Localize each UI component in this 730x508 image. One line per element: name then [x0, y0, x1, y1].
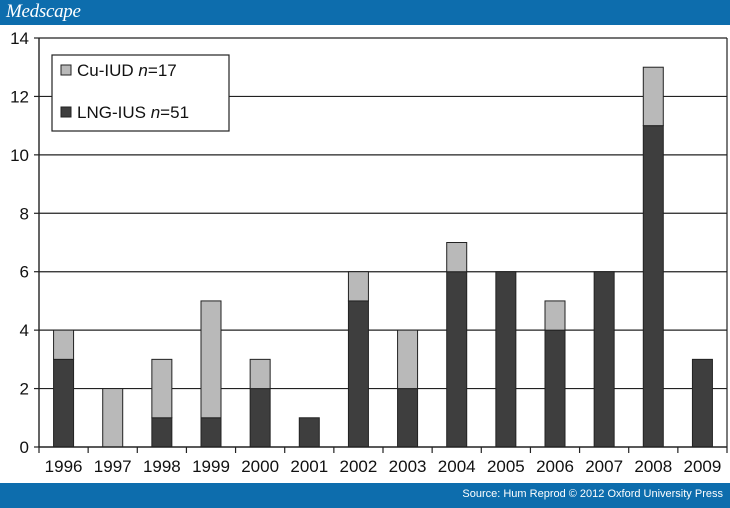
bar-segment — [642, 66, 664, 127]
axes — [34, 37, 728, 453]
legend-series-count: 17 — [158, 61, 177, 80]
y-tick-label: 4 — [20, 321, 29, 340]
y-tick-label: 6 — [20, 263, 29, 282]
legend-series-count: 51 — [170, 103, 189, 122]
legend-series-name: Cu-IUD — [77, 61, 134, 80]
bar-segment — [495, 271, 517, 448]
legend-label-lng-ius: LNG-IUS n=51 — [77, 103, 189, 122]
bar-segment — [397, 329, 419, 390]
legend-box — [51, 54, 230, 132]
header-bar: Medscape — [0, 0, 730, 25]
x-tick-label: 2000 — [241, 457, 279, 476]
bar-segment — [249, 388, 271, 448]
stacked-bar-chart: 0 2 4 6 8 10 12 14 1996 1997 1998 1999 2000 2001 2002… — [10, 29, 728, 476]
brand-logo: Medscape — [6, 1, 81, 22]
bar-segment — [200, 300, 222, 419]
legend-swatch-lng-ius — [60, 106, 72, 118]
bar-segment — [53, 358, 75, 448]
bars — [53, 66, 713, 448]
x-tick-label: 2001 — [290, 457, 328, 476]
bar-segment — [446, 271, 468, 448]
x-tick-label: 2003 — [389, 457, 427, 476]
x-tick-labels: 1996 1997 1998 1999 2000 2001 2002 2003 2004 2005… — [45, 457, 722, 476]
bar-segment — [446, 242, 468, 273]
legend-swatch-cu-iud — [60, 64, 72, 76]
footer-bar: Source: Hum Reprod © 2012 Oxford Univers… — [0, 483, 730, 508]
bar-segment — [593, 271, 615, 448]
x-tick-label: 2002 — [340, 457, 378, 476]
x-tick-label: 2005 — [487, 457, 525, 476]
y-tick-labels: 0 2 4 6 8 10 12 14 — [10, 29, 29, 457]
x-tick-label: 1999 — [192, 457, 230, 476]
legend-series-name: LNG-IUS — [77, 103, 146, 122]
source-caption: Source: Hum Reprod © 2012 Oxford Univers… — [462, 488, 723, 500]
x-tick-label: 2008 — [634, 457, 672, 476]
bar-segment — [347, 300, 369, 448]
bar-segment — [53, 329, 75, 360]
y-tick-label: 10 — [10, 146, 29, 165]
bar-segment — [249, 358, 271, 390]
bar-segment — [200, 417, 222, 448]
legend-label-cu-iud: Cu-IUD n=17 — [77, 61, 177, 80]
y-tick-label: 12 — [10, 87, 29, 106]
x-tick-label: 1998 — [143, 457, 181, 476]
x-tick-label: 1996 — [45, 457, 83, 476]
bar-segment — [397, 388, 419, 448]
bar-segment — [544, 329, 566, 448]
legend: Cu-IUD n=17 LNG-IUS n=51 — [51, 54, 230, 132]
y-tick-label: 2 — [20, 380, 29, 399]
bar-segment — [102, 388, 124, 448]
x-tick-label: 2006 — [536, 457, 574, 476]
y-tick-label: 14 — [10, 29, 29, 48]
y-tick-label: 0 — [20, 438, 29, 457]
x-tick-label: 1997 — [94, 457, 132, 476]
bar-segment — [347, 271, 369, 302]
bar-segment — [151, 358, 173, 419]
bar-segment — [544, 300, 566, 331]
bar-segment — [298, 417, 320, 448]
x-tick-label: 2009 — [684, 457, 722, 476]
bar-segment — [151, 417, 173, 448]
bar-segment — [691, 358, 713, 448]
y-tick-label: 8 — [20, 204, 29, 223]
x-tick-label: 2007 — [585, 457, 623, 476]
x-tick-label: 2004 — [438, 457, 476, 476]
bar-segment — [642, 125, 664, 448]
